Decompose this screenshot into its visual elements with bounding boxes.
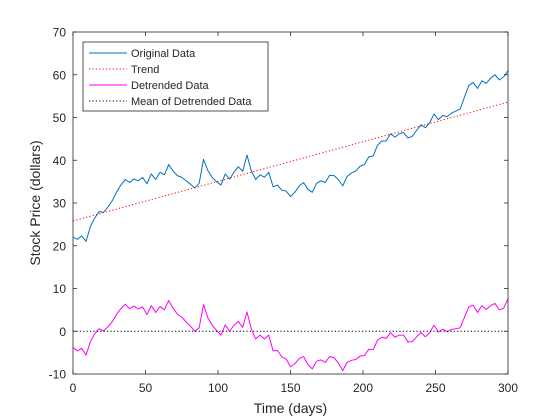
y-tick-label: 50 (53, 111, 67, 125)
y-tick-label: 40 (53, 154, 67, 168)
legend-label-0: Original Data (131, 48, 196, 60)
x-tick-label: 100 (208, 381, 228, 395)
series-line-0 (72, 70, 509, 242)
x-axis-label: Time (days) (254, 400, 327, 416)
x-tick-label: 150 (280, 381, 300, 395)
y-tick-label: 70 (53, 26, 67, 40)
y-tick-label: 20 (53, 239, 67, 253)
series-line-2 (72, 298, 509, 372)
y-axis-label: Stock Price (dollars) (27, 140, 43, 265)
x-tick-label: 250 (425, 381, 445, 395)
y-tick-label: 10 (53, 282, 67, 296)
x-tick-label: 0 (70, 381, 77, 395)
y-tick-label: 30 (53, 197, 67, 211)
series-layer (72, 70, 509, 372)
y-tick-label: -10 (49, 368, 67, 382)
legend-label-2: Detrended Data (131, 80, 210, 92)
y-tick-label: 0 (59, 325, 66, 339)
legend-label-1: Trend (131, 64, 159, 76)
x-tick-label: 200 (353, 381, 373, 395)
x-tick-label: 50 (139, 381, 153, 395)
x-tick-label: 300 (498, 381, 518, 395)
legend: Original Data Trend Detrended Data Mean of … (82, 41, 269, 112)
series-line-1 (72, 101, 509, 222)
y-tick-label: 60 (53, 68, 67, 82)
legend-label-3: Mean of Detrended Data (131, 96, 252, 108)
